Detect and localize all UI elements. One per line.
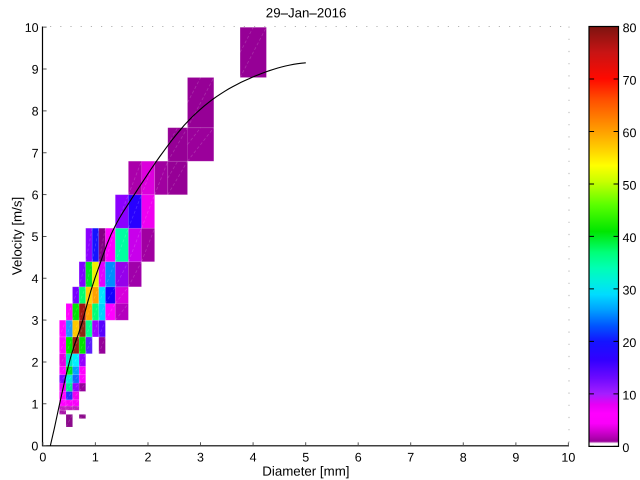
svg-text:80: 80 <box>623 21 637 35</box>
svg-text:9: 9 <box>32 63 39 77</box>
svg-text:4: 4 <box>250 450 257 464</box>
svg-text:6: 6 <box>32 188 39 202</box>
svg-text:1: 1 <box>31 397 38 411</box>
svg-text:0: 0 <box>31 439 38 453</box>
svg-text:10: 10 <box>25 21 39 35</box>
svg-text:10: 10 <box>622 389 636 403</box>
svg-text:50: 50 <box>623 179 637 193</box>
svg-text:70: 70 <box>623 74 637 88</box>
svg-text:20: 20 <box>622 336 636 350</box>
svg-text:0: 0 <box>39 450 46 464</box>
svg-text:8: 8 <box>460 451 467 465</box>
svg-text:4: 4 <box>32 272 39 286</box>
svg-text:10: 10 <box>561 451 575 465</box>
svg-text:6: 6 <box>355 451 362 465</box>
svg-text:0: 0 <box>622 441 629 455</box>
svg-text:7: 7 <box>407 451 414 465</box>
svg-text:Velocity [m/s]: Velocity [m/s] <box>10 197 25 275</box>
svg-text:3: 3 <box>32 314 39 328</box>
svg-text:5: 5 <box>302 450 309 464</box>
svg-text:5: 5 <box>32 230 39 244</box>
svg-text:1: 1 <box>92 450 99 464</box>
svg-text:60: 60 <box>623 126 637 140</box>
svg-text:8: 8 <box>32 105 39 119</box>
svg-text:40: 40 <box>622 231 636 245</box>
svg-text:9: 9 <box>512 451 519 465</box>
svg-text:Diameter [mm]: Diameter [mm] <box>262 464 349 479</box>
svg-text:3: 3 <box>197 450 204 464</box>
svg-text:2: 2 <box>31 356 38 370</box>
svg-text:29–Jan–2016: 29–Jan–2016 <box>266 5 347 20</box>
svg-text:30: 30 <box>622 284 636 298</box>
svg-text:2: 2 <box>145 450 152 464</box>
svg-text:7: 7 <box>32 146 39 160</box>
